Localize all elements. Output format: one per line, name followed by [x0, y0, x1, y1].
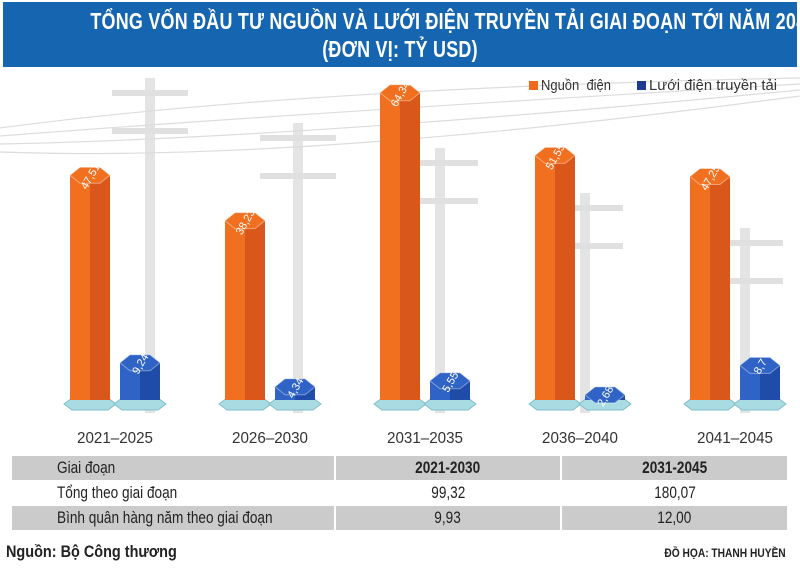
bar-face-left	[380, 92, 400, 400]
row-value-col2: 180,07	[653, 483, 696, 502]
crossarm-icon	[112, 128, 188, 134]
bar-face-right	[90, 175, 110, 400]
bar-luoi-dien: 4,34	[268, 376, 322, 411]
bar-face-right	[760, 365, 780, 400]
bar-face-left	[120, 362, 140, 400]
source-note: Nguồn: Bộ Công thương	[6, 542, 177, 561]
table-header-label: Giai đoạn	[57, 458, 116, 477]
crossarm-icon	[707, 278, 783, 284]
table-header-col1: 2021-2030	[415, 458, 481, 477]
legend: Nguồn điện Lưới điện truyền tải	[529, 77, 777, 94]
crossarm-icon	[402, 160, 478, 166]
bar-nguon-dien: 38,23	[218, 207, 272, 411]
chart-title: TỔNG VỐN ĐẦU TƯ NGUỒN VÀ LƯỚI ĐIỆN TRUYỀ…	[90, 8, 800, 34]
table-row: Bình quân hàng năm theo giai đoạn 9,93 1…	[12, 506, 787, 531]
legend-label-luoi-dien: Lưới điện truyền tải	[649, 77, 777, 94]
crossarm-icon	[402, 198, 478, 204]
crossarm-icon	[547, 243, 623, 249]
bar-face-left	[535, 155, 555, 400]
pole-icon	[580, 193, 590, 413]
power-line	[0, 89, 800, 145]
row-value-col2: 12,00	[657, 508, 692, 527]
bar-face-left	[740, 365, 760, 400]
power-pole-background	[0, 77, 800, 413]
bar-face-right	[400, 92, 420, 400]
bar-luoi-dien: 8,7	[733, 356, 787, 411]
table-header-row: Giai đoạn 2021-2030 2031-2045	[12, 456, 787, 481]
pole-icon	[435, 148, 445, 413]
row-label: Tổng theo giai đoạn	[57, 483, 178, 502]
pole-icon	[740, 228, 750, 413]
pole-icon	[145, 78, 155, 413]
bar-luoi-dien: 5,55	[423, 370, 477, 411]
bar-nguon-dien: 64,34	[373, 79, 427, 411]
bar-nguon-dien: 47,25	[683, 163, 737, 411]
crossarm-icon	[707, 240, 783, 246]
bar-chart: Nguồn điện Lưới điện truyền tải 47,519,2…	[0, 77, 800, 447]
table-header-col2: 2031-2045	[641, 458, 708, 477]
x-tick-label: 2036–2040	[542, 430, 618, 447]
chart-subtitle: (ĐƠN VỊ: TỶ USD)	[322, 36, 478, 62]
bar-top	[429, 372, 471, 390]
crossarm-icon	[112, 90, 188, 96]
legend-label-nguon-dien: Nguồn điện	[541, 77, 611, 94]
bar-face-right	[140, 362, 160, 400]
row-label: Bình quân hàng năm theo giai đoạn	[57, 508, 273, 527]
power-line	[0, 77, 800, 129]
pole-icon	[293, 123, 303, 413]
bar-top	[119, 354, 161, 372]
x-tick-label: 2031–2035	[387, 430, 463, 447]
bar-nguon-dien: 47,51	[63, 162, 117, 411]
bar-nguon-dien: 51,55	[528, 142, 582, 411]
bar-face-left	[70, 175, 90, 400]
bar-top	[534, 146, 576, 164]
bar-face-left	[225, 220, 245, 400]
bar-luoi-dien: 2,68	[578, 384, 632, 411]
bar-top	[224, 212, 266, 230]
bar-face-left	[690, 176, 710, 400]
bar-top	[584, 386, 626, 404]
row-value-col1: 9,93	[434, 508, 462, 527]
bar-top	[274, 378, 316, 396]
crossarm-icon	[260, 135, 336, 141]
x-tick-label: 2021–2025	[77, 430, 153, 447]
bar-face-right	[710, 176, 730, 400]
bar-top	[689, 167, 731, 185]
crossarm-icon	[547, 205, 623, 211]
x-tick-label: 2026–2030	[232, 430, 308, 447]
power-line	[0, 95, 800, 155]
bar-top	[379, 84, 421, 102]
x-tick-label: 2041–2045	[697, 430, 773, 447]
bar-luoi-dien: 9,24	[113, 352, 167, 411]
table-row: Tổng theo giai đoạn 99,32 180,07	[12, 481, 787, 506]
power-line	[0, 83, 800, 137]
row-value-col1: 99,32	[430, 483, 466, 502]
bar-top	[739, 356, 781, 374]
crossarm-icon	[260, 173, 336, 179]
legend-swatch-nguon-dien	[529, 81, 538, 90]
bar-top	[69, 166, 111, 184]
bar-face-right	[555, 155, 575, 400]
graphic-credit: ĐỒ HỌA: THANH HUYỀN	[664, 546, 786, 560]
legend-swatch-luoi-dien	[637, 81, 646, 90]
title-bar: TỔNG VỐN ĐẦU TƯ NGUỒN VÀ LƯỚI ĐIỆN TRUYỀ…	[3, 2, 800, 67]
bar-face-right	[245, 220, 265, 400]
